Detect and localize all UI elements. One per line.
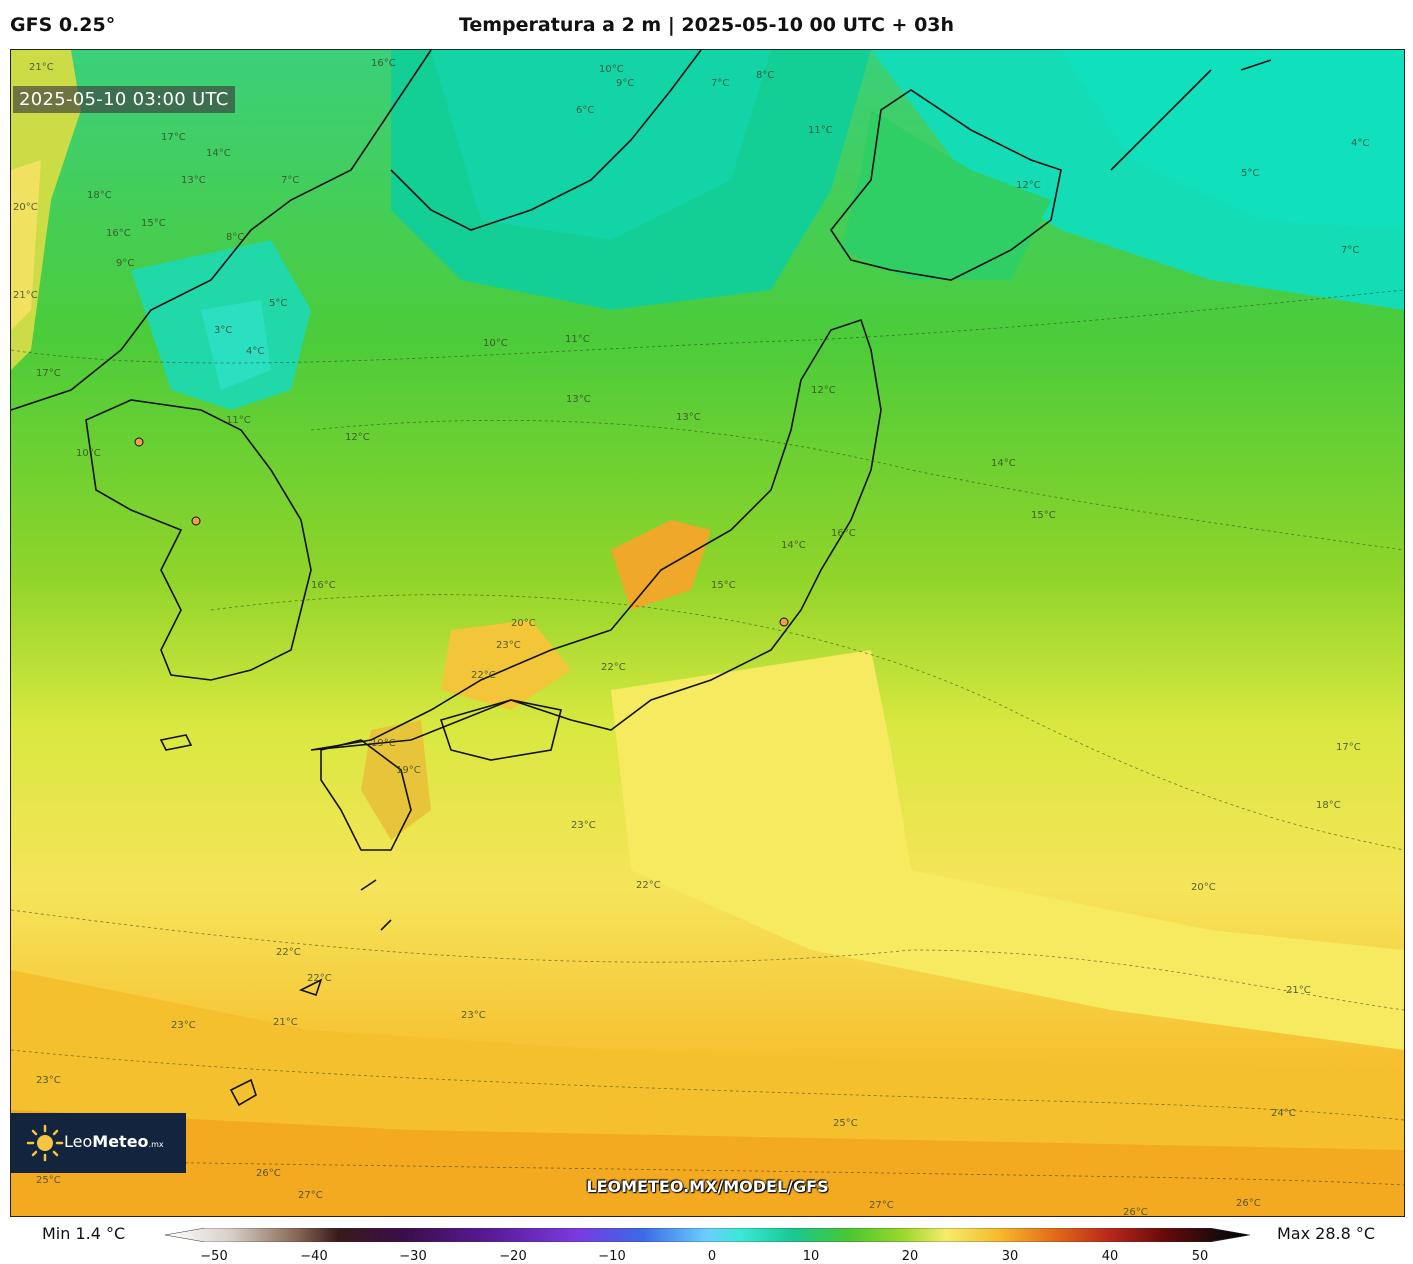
contour-label: 12°C [345,432,370,443]
contour-label: 16°C [106,228,131,239]
contour-label: 23°C [496,640,521,651]
contour-label: 14°C [206,148,231,159]
contour-label: 17°C [36,368,61,379]
colorbar-tick: 0 [707,1249,717,1264]
contour-label: 25°C [833,1118,858,1129]
colorbar-tick: −20 [499,1249,527,1264]
contour-label: 10°C [483,338,508,349]
contour-label: 19°C [396,765,421,776]
contour-label: 11°C [226,415,251,426]
colorbar-tick: −10 [598,1249,626,1264]
contour-label: 16°C [831,528,856,539]
contour-label: 17°C [1336,742,1361,753]
contour-label: 4°C [246,346,265,357]
contour-label: 13°C [181,175,206,186]
contour-label: 27°C [869,1200,894,1211]
contour-label: 12°C [811,385,836,396]
contour-label: 6°C [576,105,595,116]
sun-icon [26,1124,64,1162]
contour-label: 20°C [511,618,536,629]
contour-label: 25°C [36,1175,61,1186]
valid-time-badge: 2025-05-10 03:00 UTC [13,86,235,113]
contour-label: 23°C [36,1075,61,1086]
colorbar-tick: 50 [1191,1249,1209,1264]
contour-label: 15°C [141,218,166,229]
contour-label: 9°C [616,78,635,89]
contour-label: 7°C [711,78,730,89]
contour-label: 20°C [13,202,38,213]
max-temperature-label: Max 28.8 °C [1277,1224,1376,1243]
temperature-map[interactable]: 2025-05-10 03:00 UTC 21°C 16°C 10°C 9°C … [10,49,1405,1217]
contour-label: 27°C [298,1190,323,1201]
contour-label: 7°C [1341,245,1360,256]
model-name: GFS 0.25° [10,14,116,36]
contour-label: 22°C [471,670,496,681]
colorbar-tick: 20 [901,1249,919,1264]
temperature-field [11,50,1404,1216]
contour-label: 5°C [269,298,288,309]
contour-label: 22°C [276,947,301,958]
contour-label: 16°C [371,58,396,69]
contour-label: 11°C [565,334,590,345]
colorbar-tick: 30 [1001,1249,1019,1264]
contour-label: 20°C [1191,882,1216,893]
contour-label: 14°C [781,540,806,551]
contour-label: 24°C [1271,1108,1296,1119]
logo-wordmark: LeoMeteo.mx [64,1132,164,1151]
contour-label: 4°C [1351,138,1370,149]
contour-label: 15°C [1031,510,1056,521]
contour-label: 10°C [76,448,101,459]
contour-label: 18°C [87,190,112,201]
contour-label: 26°C [1236,1198,1261,1209]
contour-label: 21°C [29,62,54,73]
contour-label: 22°C [307,973,332,984]
contour-label: 10°C [599,64,624,75]
leometeo-logo: LeoMeteo.mx [11,1113,186,1173]
contour-label: 21°C [273,1017,298,1028]
contour-label: 13°C [566,394,591,405]
colorbar-tick: −50 [200,1249,228,1264]
contour-label: 22°C [636,880,661,891]
contour-label: 5°C [1241,168,1260,179]
contour-label: 26°C [1123,1207,1148,1217]
contour-label: 13°C [676,412,701,423]
contour-label: 15°C [711,580,736,591]
contour-label: 12°C [1016,180,1041,191]
colorbar-tick: −40 [300,1249,328,1264]
contour-label: 14°C [991,458,1016,469]
contour-label: 8°C [756,70,775,81]
contour-label: 19°C [371,738,396,749]
min-temperature-label: Min 1.4 °C [42,1224,126,1243]
contour-label: 11°C [808,125,833,136]
contour-label: 21°C [1286,985,1311,996]
contour-label: 21°C [13,290,38,301]
contour-label: 3°C [214,325,233,336]
contour-label: 8°C [226,232,245,243]
chart-title: Temperatura a 2 m | 2025-05-10 00 UTC + … [458,14,955,36]
contour-label: 23°C [461,1010,486,1021]
contour-label: 9°C [116,258,135,269]
colorbar-tick: −30 [399,1249,427,1264]
temperature-colorbar [165,1228,1250,1242]
contour-label: 23°C [571,820,596,831]
contour-label: 22°C [601,662,626,673]
colorbar-tick: 10 [802,1249,820,1264]
source-watermark: LEOMETEO.MX/MODEL/GFS [586,1177,829,1196]
contour-label: 7°C [281,175,300,186]
contour-label: 23°C [171,1020,196,1031]
colorbar-tick: 40 [1101,1249,1119,1264]
contour-label: 16°C [311,580,336,591]
contour-label: 18°C [1316,800,1341,811]
contour-label: 26°C [256,1168,281,1179]
contour-label: 17°C [161,132,186,143]
